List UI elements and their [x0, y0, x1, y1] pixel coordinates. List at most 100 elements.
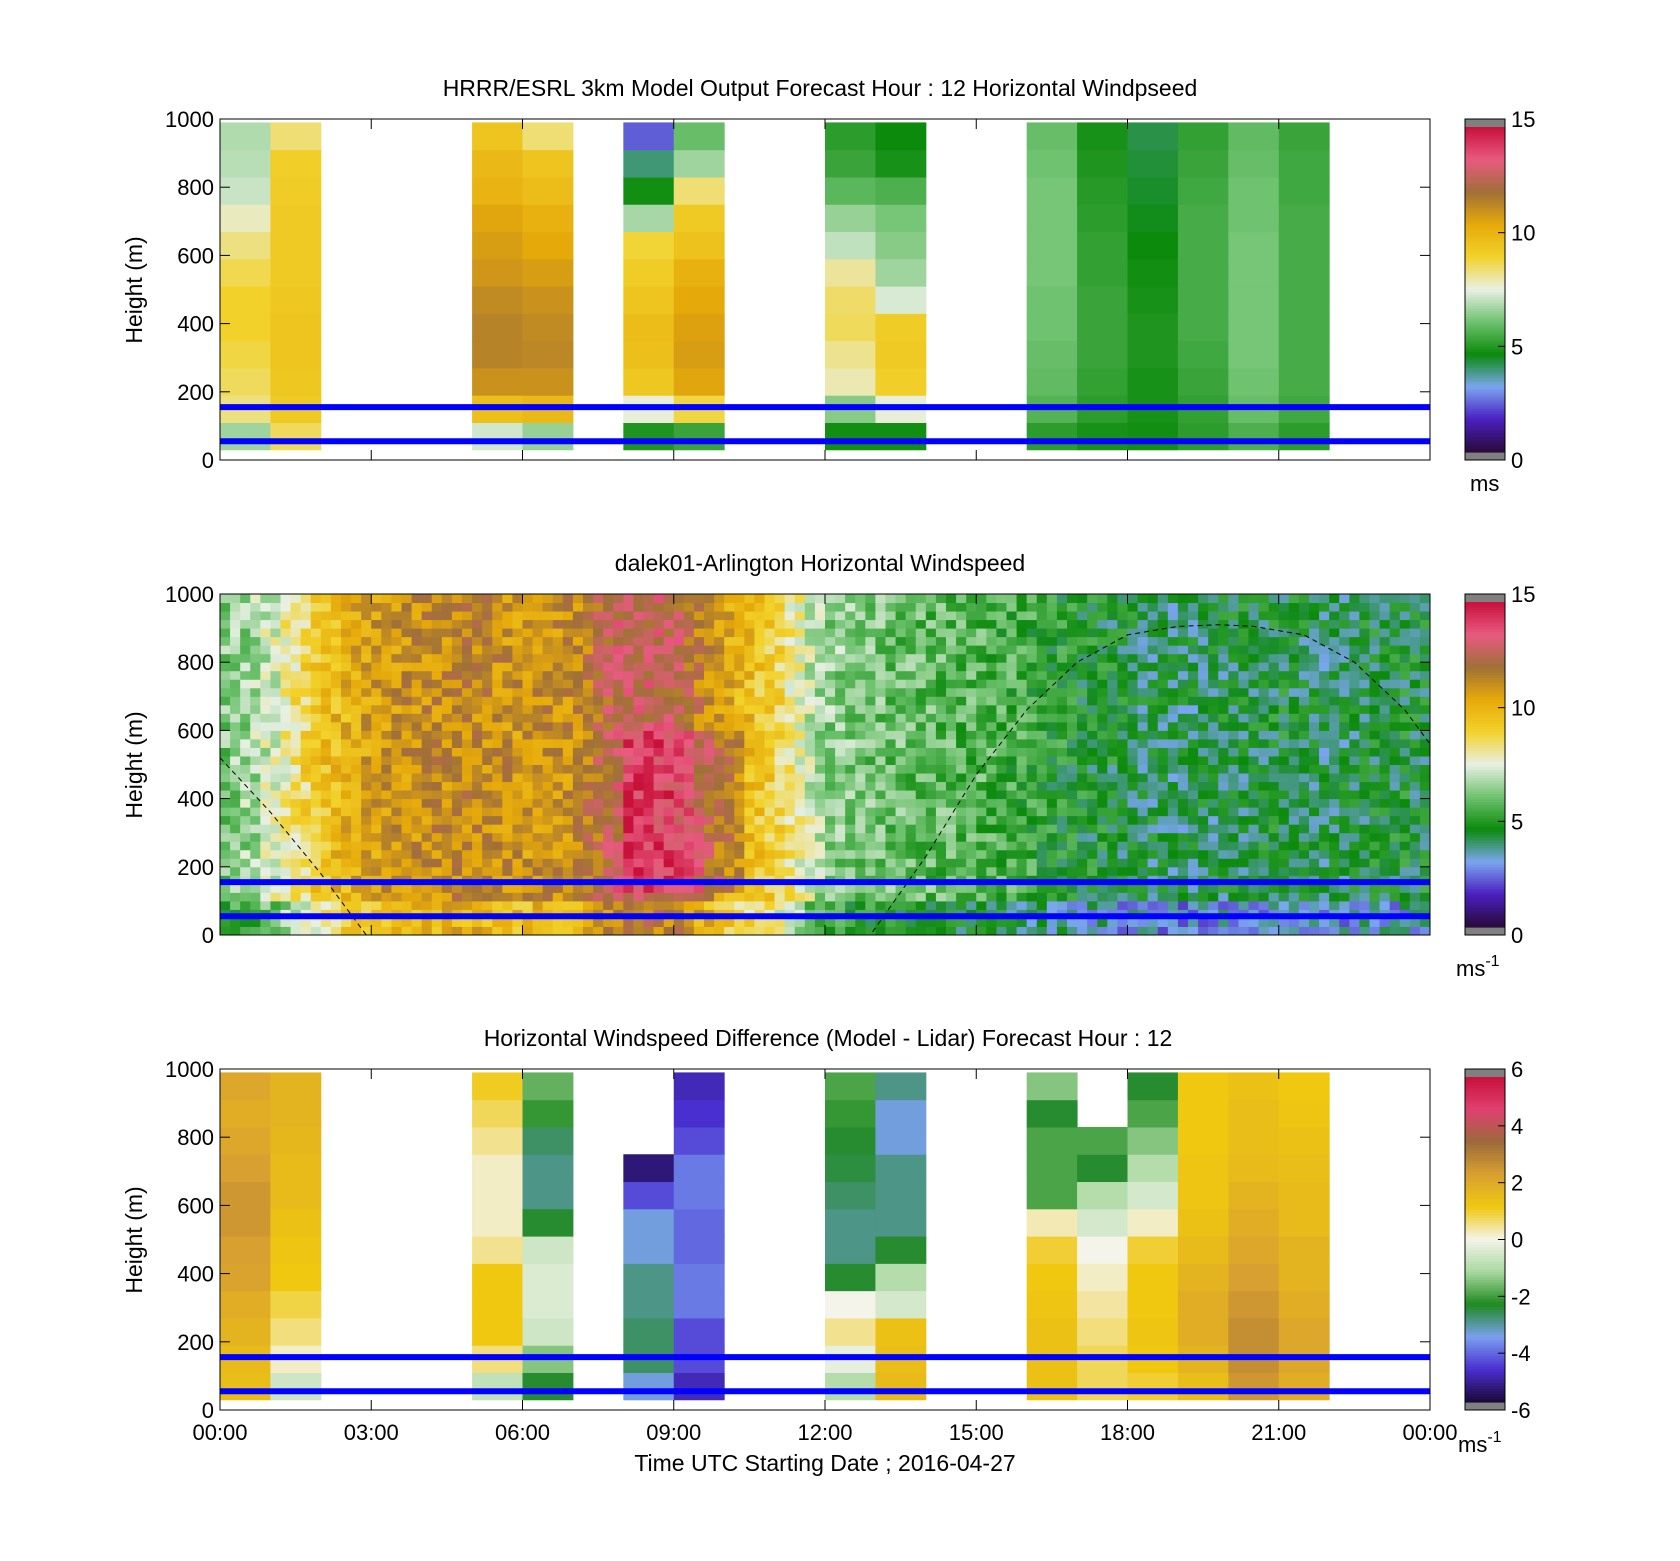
colorbar-segment — [1465, 243, 1505, 247]
heatmap-cell — [764, 628, 776, 638]
heatmap-cell — [925, 841, 937, 851]
heatmap-cell — [1046, 773, 1058, 783]
heatmap-cell — [1198, 594, 1209, 604]
heatmap-cell — [421, 883, 433, 893]
heatmap-cell — [320, 662, 332, 672]
heatmap-cell — [371, 619, 382, 629]
heatmap-cell — [1137, 858, 1149, 868]
heatmap-cell — [744, 755, 755, 765]
heatmap-cell — [300, 892, 312, 902]
heatmap-cell — [1248, 773, 1260, 783]
heatmap-cell — [613, 841, 624, 851]
heatmap-cell — [300, 824, 312, 834]
heatmap-cell — [492, 832, 503, 842]
colorbar-segment — [1465, 338, 1505, 342]
heatmap-cell — [1157, 645, 1169, 655]
heatmap-cell — [1238, 858, 1249, 868]
heatmap-cell — [1298, 841, 1310, 851]
heatmap-cell — [240, 926, 251, 936]
heatmap-cell — [754, 866, 765, 876]
heatmap-cell — [220, 738, 231, 748]
heatmap-cell — [956, 781, 967, 791]
heatmap-cell — [502, 679, 513, 689]
heatmap-cell — [855, 645, 866, 655]
heatmap-cell — [300, 764, 312, 774]
heatmap-cell — [472, 849, 483, 859]
heatmap-cell — [482, 866, 493, 876]
heatmap-cell — [351, 611, 362, 621]
heatmap-cell — [875, 340, 927, 369]
heatmap-cell — [966, 679, 977, 689]
heatmap-cell — [320, 917, 332, 927]
heatmap-cell — [1349, 917, 1360, 927]
heatmap-cell — [814, 858, 826, 868]
heatmap-cell — [220, 340, 271, 369]
heatmap-cell — [603, 824, 614, 834]
heatmap-cell — [552, 841, 564, 851]
heatmap-cell — [502, 764, 513, 774]
heatmap-cell — [240, 611, 251, 621]
heatmap-cell — [280, 628, 292, 638]
heatmap-cell — [764, 730, 776, 740]
heatmap-cell — [260, 798, 271, 808]
heatmap-cell — [693, 662, 705, 672]
heatmap-cell — [1016, 849, 1028, 859]
heatmap-cell — [946, 594, 957, 604]
heatmap-cell — [1268, 790, 1280, 800]
heatmap-cell — [976, 738, 987, 748]
heatmap-cell — [825, 645, 836, 655]
heatmap-cell — [431, 892, 443, 902]
heatmap-cell — [1026, 773, 1038, 783]
heatmap-cell — [956, 670, 967, 680]
heatmap-cell — [1167, 738, 1179, 748]
heatmap-cell — [472, 340, 523, 369]
heatmap-cell — [1026, 636, 1038, 646]
heatmap-cell — [522, 258, 574, 287]
heatmap-cell — [250, 636, 261, 646]
heatmap-cell — [653, 917, 665, 927]
heatmap-cell — [320, 773, 332, 783]
heatmap-cell — [784, 900, 796, 910]
heatmap-cell — [421, 738, 433, 748]
heatmap-cell — [310, 866, 322, 876]
heatmap-cell — [1258, 755, 1270, 765]
heatmap-cell — [814, 824, 826, 834]
heatmap-cell — [1349, 645, 1360, 655]
heatmap-cell — [532, 645, 544, 655]
colorbar-segment — [1465, 175, 1505, 180]
heatmap-cell — [1077, 721, 1088, 731]
heatmap-cell — [1258, 704, 1270, 714]
heatmap-cell — [734, 730, 745, 740]
heatmap-cell — [492, 815, 503, 825]
heatmap-cell — [875, 313, 927, 342]
heatmap-cell — [593, 696, 604, 706]
heatmap-cell — [371, 687, 382, 697]
heatmap-cell — [1016, 807, 1028, 817]
heatmap-cell — [431, 798, 443, 808]
heatmap-cell — [643, 662, 655, 672]
heatmap-cell — [875, 367, 927, 396]
heatmap-cell — [290, 730, 302, 740]
heatmap-cell — [1026, 687, 1038, 697]
heatmap-cell — [895, 764, 907, 774]
heatmap-cell — [341, 755, 352, 765]
heatmap-cell — [270, 687, 281, 697]
heatmap-cell — [915, 926, 927, 936]
colorbar-segment — [1465, 246, 1505, 250]
heatmap-cell — [1268, 713, 1280, 723]
heatmap-cell — [734, 679, 745, 689]
heatmap-cell — [744, 730, 755, 740]
heatmap-cell — [552, 602, 564, 612]
heatmap-cell — [1228, 730, 1239, 740]
heatmap-cell — [240, 645, 251, 655]
heatmap-cell — [794, 832, 806, 842]
heatmap-cell — [502, 815, 513, 825]
colorbar-segment — [1465, 332, 1505, 337]
heatmap-cell — [401, 764, 413, 774]
heatmap-cell — [1056, 866, 1068, 876]
colorbar-segment — [1465, 183, 1505, 188]
heatmap-cell — [1036, 900, 1048, 910]
heatmap-cell — [411, 849, 423, 859]
heatmap-cell — [1278, 149, 1330, 178]
heatmap-cell — [240, 602, 251, 612]
